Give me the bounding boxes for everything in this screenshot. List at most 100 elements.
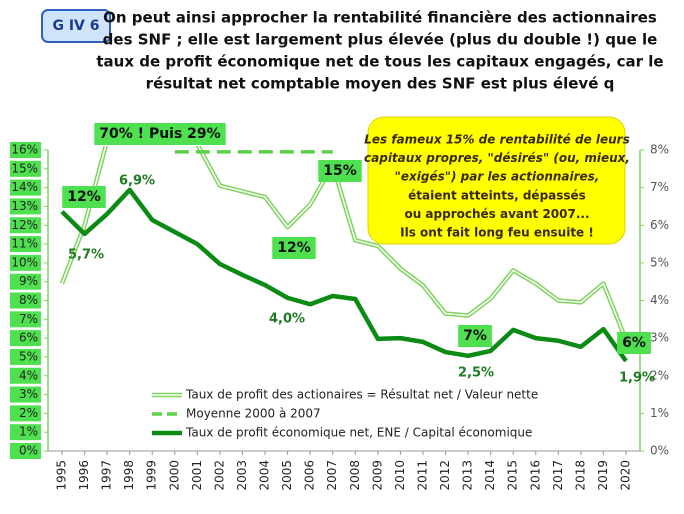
y2-tick-label: 2% xyxy=(650,368,669,382)
x-tick-label: 1996 xyxy=(77,460,91,491)
y-tick-box xyxy=(10,273,41,290)
annotation-box xyxy=(458,325,492,347)
y-tick-box xyxy=(10,236,41,253)
x-tick-label: 2006 xyxy=(303,460,317,491)
title-line: On peut ainsi approcher la rentabilité f… xyxy=(103,9,657,27)
x-tick-label: 2018 xyxy=(573,460,587,491)
callout-line: ou approchés avant 2007... xyxy=(404,207,589,221)
annotation: 15% xyxy=(323,163,357,179)
annotation: 12% xyxy=(277,240,311,256)
x-tick-label: 2015 xyxy=(506,460,520,491)
x-tick-label: 1998 xyxy=(122,460,136,491)
legend-label: Moyenne 2000 à 2007 xyxy=(186,407,321,421)
y-tick-box xyxy=(10,198,41,215)
x-tick-label: 2013 xyxy=(461,460,475,491)
annotation: 2,5% xyxy=(458,366,494,381)
y-tick-label: 3% xyxy=(19,387,38,401)
x-tick-label: 2005 xyxy=(280,460,294,491)
annotation-box xyxy=(62,186,106,208)
badge-box xyxy=(41,9,111,43)
x-tick-label: 1995 xyxy=(55,460,69,491)
x-tick-label: 2020 xyxy=(619,460,633,491)
y-tick-box xyxy=(10,160,41,177)
y-tick-label: 9% xyxy=(19,274,38,288)
y-tick-box xyxy=(10,443,41,459)
x-tick-label: 2014 xyxy=(483,460,497,491)
x-tick-label: 1999 xyxy=(145,460,159,491)
annotation-box xyxy=(94,123,226,145)
series-line xyxy=(60,187,628,363)
y2-tick-label: 8% xyxy=(650,143,669,157)
x-tick-label: 2000 xyxy=(167,460,181,491)
y-tick-label: 4% xyxy=(19,368,38,382)
legend-label: Taux de profit économique net, ENE / Cap… xyxy=(185,426,532,440)
y-tick-box xyxy=(10,330,41,347)
x-tick-label: 2003 xyxy=(235,460,249,491)
y-tick-label: 7% xyxy=(19,312,38,326)
callout-line: Les fameux 15% de rentabilité de leurs xyxy=(364,133,630,147)
legend-label: Taux de profit des actionaires = Résulta… xyxy=(185,388,538,402)
callout-line: étaient atteints, dépassés xyxy=(408,188,586,202)
x-tick-label: 2001 xyxy=(190,460,204,491)
callout-line: "exigés") par les actionnaires, xyxy=(395,170,600,184)
y-tick-label: 13% xyxy=(11,199,38,213)
y-tick-label: 11% xyxy=(11,237,38,251)
annotation: 6,9% xyxy=(119,174,155,189)
y-tick-box xyxy=(10,311,41,328)
y-tick-label: 2% xyxy=(19,406,38,420)
x-tick-label: 2019 xyxy=(596,460,610,491)
y-tick-label: 6% xyxy=(19,331,38,345)
y2-tick-label: 7% xyxy=(650,180,669,194)
x-tick-label: 2002 xyxy=(212,460,226,491)
annotation: 70% ! Puis 29% xyxy=(99,126,220,142)
x-tick-label: 2011 xyxy=(415,460,429,491)
plot xyxy=(59,146,629,363)
x-tick-label: 2007 xyxy=(325,460,339,491)
title-line: taux de profit économique net de tous le… xyxy=(96,53,663,71)
y-tick-box xyxy=(10,142,41,158)
callout-line: Ils ont fait long feu ensuite ! xyxy=(400,226,594,240)
callout-line: capitaux propres, "désirés" (ou, mieux, xyxy=(364,151,630,165)
y-tick-box xyxy=(10,348,41,365)
badge: G IV 6 xyxy=(52,18,99,34)
y2-tick-label: 6% xyxy=(650,218,669,232)
y2-tick-label: 4% xyxy=(650,293,669,307)
title-line: résultat net comptable moyen des SNF est… xyxy=(146,75,615,93)
y-tick-box xyxy=(10,386,41,403)
y-tick-label: 1% xyxy=(19,425,38,439)
y-tick-box xyxy=(10,405,41,422)
x-tick-label: 2009 xyxy=(370,460,384,491)
y-tick-box xyxy=(10,254,41,271)
y2-tick-label: 1% xyxy=(650,406,669,420)
annotation-box xyxy=(272,237,316,259)
y-tick-label: 15% xyxy=(11,161,38,175)
y-tick-box xyxy=(10,292,41,309)
y-tick-label: 8% xyxy=(19,293,38,307)
y2-tick-label: 5% xyxy=(650,255,669,269)
title-line: des SNF ; elle est largement plus élevée… xyxy=(103,31,658,49)
x-tick-label: 1997 xyxy=(100,460,114,491)
y-tick-box xyxy=(10,367,41,384)
annotation-box xyxy=(617,332,651,354)
x-tick-label: 2017 xyxy=(551,460,565,491)
annotation: 4,0% xyxy=(269,312,305,327)
y-tick-box xyxy=(10,217,41,234)
annotation-box xyxy=(318,160,362,182)
x-tick-label: 2004 xyxy=(258,460,272,491)
y-tick-label: 14% xyxy=(11,180,38,194)
callout-box xyxy=(367,116,626,245)
x-tick-label: 2010 xyxy=(393,460,407,491)
x-tick-label: 2012 xyxy=(438,460,452,491)
y-tick-label: 5% xyxy=(19,349,38,363)
y-tick-label: 12% xyxy=(11,218,38,232)
series-line-inner xyxy=(61,146,627,341)
annotation: 1,9% xyxy=(619,371,655,386)
y2-tick-label: 3% xyxy=(650,331,669,345)
annotation: 7% xyxy=(463,328,487,344)
y-tick-box xyxy=(10,424,41,441)
y-tick-label: 10% xyxy=(11,255,38,269)
y-tick-label: 16% xyxy=(11,143,38,157)
annotation: 12% xyxy=(67,189,101,205)
x-tick-label: 2008 xyxy=(348,460,362,491)
